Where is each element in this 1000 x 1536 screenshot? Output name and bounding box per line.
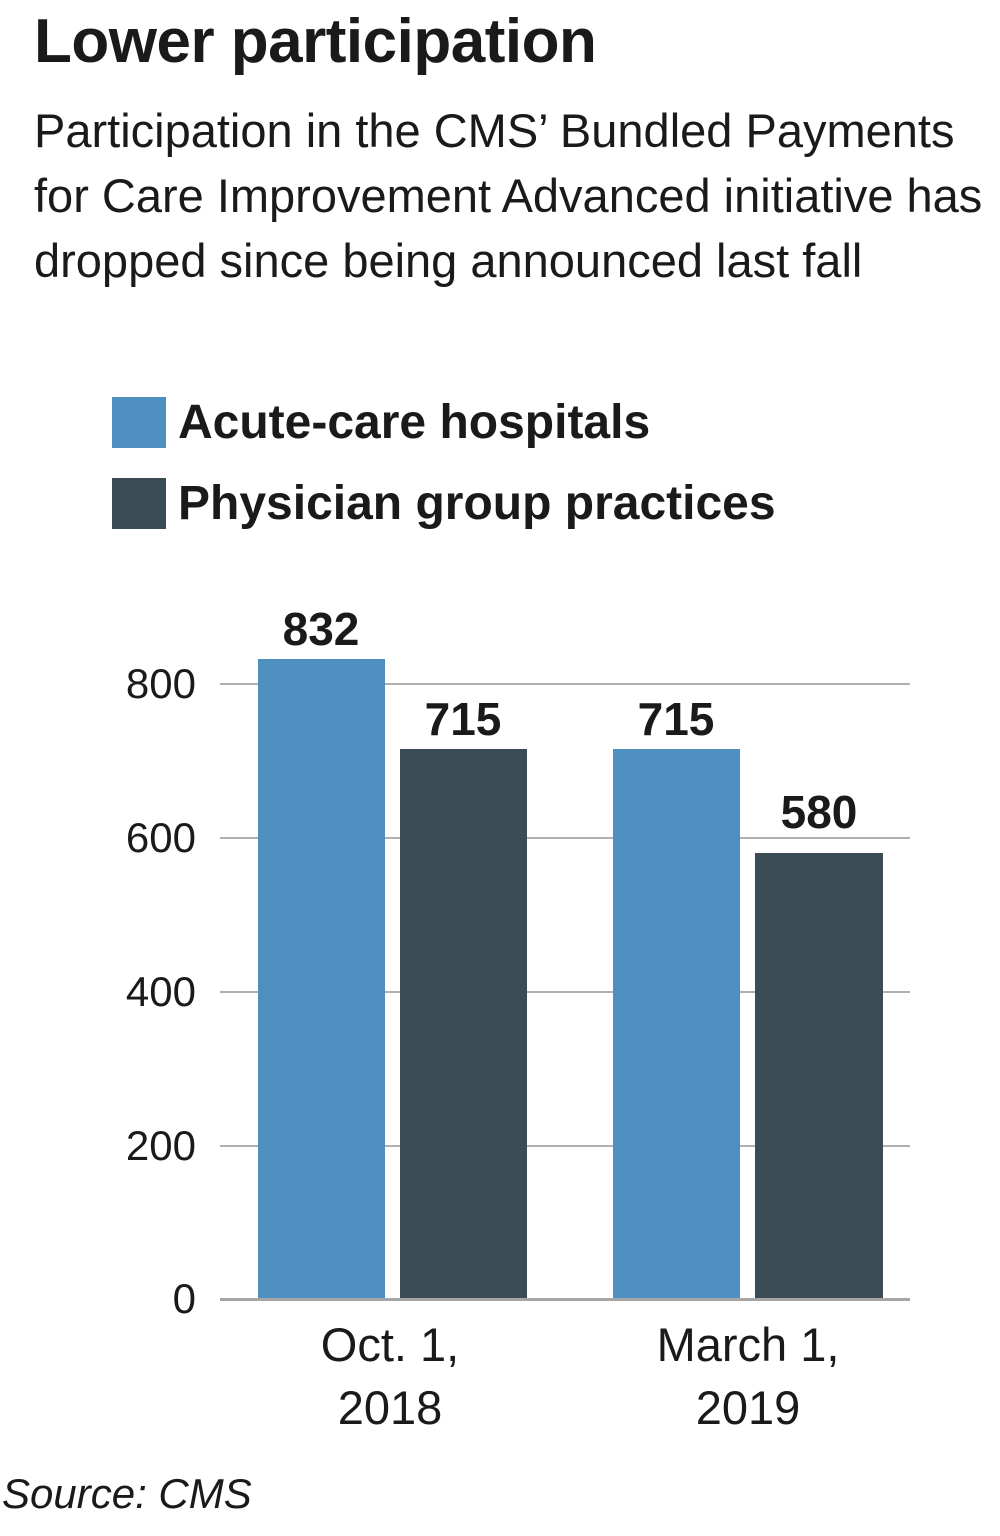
bar-value-label: 715 [424, 693, 502, 745]
y-tick-label: 800 [125, 660, 196, 707]
legend-item-hospitals: Acute-care hospitals [112, 394, 776, 450]
chart-subtitle: Participation in the CMS’ Bundled Paymen… [34, 104, 983, 287]
gridline-800 [220, 683, 910, 685]
source-note: Source: CMS [2, 1470, 252, 1517]
x-category-label: Oct. 1, 2018 [240, 1313, 540, 1439]
x-label-line2: 2019 [695, 1381, 801, 1434]
bar-value-label: 580 [780, 786, 858, 838]
y-tick-label: 600 [125, 814, 196, 861]
bar-value-label: 715 [637, 693, 715, 745]
y-tick-label: 200 [125, 1122, 196, 1169]
x-axis-baseline [220, 1298, 910, 1301]
y-tick-label: 400 [125, 968, 196, 1015]
legend-swatch-physicians [112, 477, 166, 529]
gridline-600 [220, 837, 910, 839]
gridline-200 [220, 1145, 910, 1147]
y-tick-label: 0 [172, 1275, 196, 1322]
bar-hospitals-oct-2018 [258, 659, 385, 1299]
x-label-line1: March 1, [656, 1318, 840, 1371]
legend-swatch-hospitals [112, 396, 166, 448]
legend: Acute-care hospitals Physician group pra… [112, 394, 776, 556]
legend-label: Acute-care hospitals [178, 395, 651, 449]
bar-value-label: 832 [282, 603, 360, 655]
legend-item-physicians: Physician group practices [112, 475, 776, 531]
x-label-line2: 2018 [337, 1381, 443, 1434]
x-label-line1: Oct. 1, [320, 1318, 460, 1371]
legend-label: Physician group practices [178, 476, 776, 530]
bar-physicians-mar-2019 [755, 853, 883, 1299]
bar-physicians-oct-2018 [400, 749, 527, 1299]
bar-hospitals-mar-2019 [613, 749, 740, 1299]
chart-title: Lower participation [34, 7, 597, 76]
gridline-400 [220, 991, 910, 993]
x-category-label: March 1, 2019 [598, 1313, 898, 1439]
